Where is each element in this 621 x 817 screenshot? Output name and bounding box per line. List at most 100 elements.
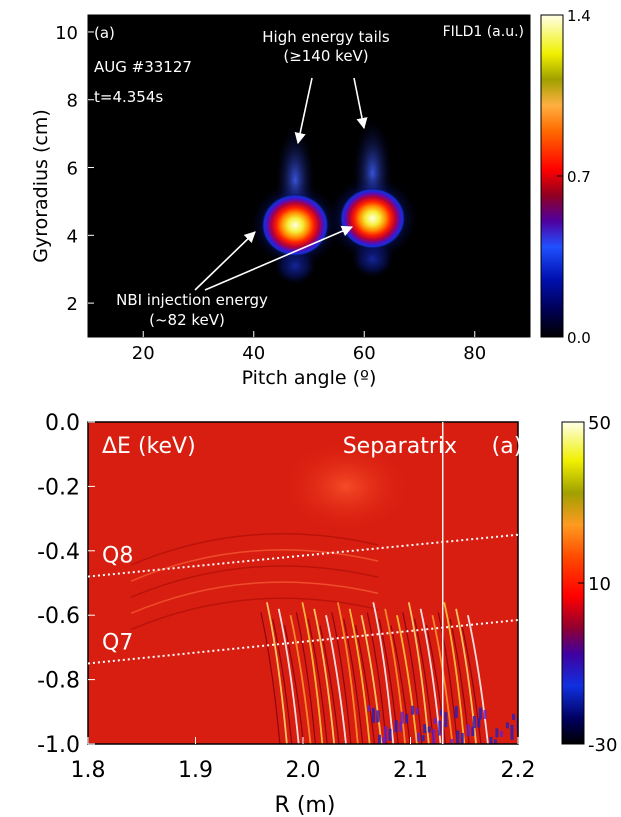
- q-lines: Q8 Q7: [87, 533, 519, 665]
- wave-arc: [384, 608, 407, 744]
- wave-arc: [325, 615, 347, 744]
- speckle: [372, 707, 376, 723]
- speckle: [388, 728, 392, 741]
- bottom-y-tick-label: 0.0: [45, 411, 80, 436]
- speckle: [510, 724, 514, 740]
- speckle: [499, 730, 503, 737]
- top-heatmap-layer: [249, 118, 419, 286]
- wave-arc: [407, 602, 430, 744]
- wave-arc: [372, 602, 395, 744]
- top-y-axis-label: Gyroradius (cm): [30, 109, 52, 263]
- speckle: [411, 705, 415, 715]
- speckle: [439, 709, 443, 716]
- wave-arc: [289, 615, 312, 744]
- speckle: [478, 707, 482, 720]
- top-y-tick-label: 6: [67, 159, 78, 180]
- wave-arc-dark: [437, 612, 458, 744]
- bottom-panel-label: (a): [492, 434, 523, 459]
- nbi-arrow-2: [204, 225, 354, 291]
- q-line-label-q7: Q7: [102, 631, 133, 656]
- speckle: [493, 739, 497, 744]
- speckle: [384, 726, 388, 742]
- bottom-colorbar-tick-label: 10: [588, 574, 611, 595]
- top-y-tick-label: 2: [67, 294, 78, 315]
- speckle: [456, 730, 460, 744]
- wave-curve: [130, 565, 379, 598]
- time-label: t=4.354s: [94, 88, 163, 106]
- top-y-tick-label: 4: [67, 226, 78, 247]
- top-x-tick-label: 80: [463, 343, 486, 364]
- speckle: [460, 732, 464, 744]
- speckle: [376, 710, 380, 723]
- bottom-title: ΔE (keV): [102, 434, 196, 459]
- spot-1: [261, 193, 330, 257]
- wave-arc-dark: [272, 618, 293, 744]
- shot-label: AUG #33127: [94, 58, 192, 76]
- nbi-arrow-1: [194, 231, 256, 291]
- wave-arc: [467, 615, 489, 744]
- speckle: [405, 714, 409, 724]
- wave-arc: [360, 615, 383, 744]
- speckle: [438, 720, 442, 736]
- bottom-y-tick-label: -0.8: [37, 669, 80, 694]
- speckle: [400, 711, 404, 724]
- separatrix-label: Separatrix: [343, 434, 457, 459]
- bottom-colorbar-tick-label: 50: [588, 413, 611, 434]
- wave-arc: [348, 608, 371, 744]
- tails-arrow-1: [294, 77, 313, 145]
- speckle: [382, 737, 386, 744]
- wave-curve: [130, 549, 379, 582]
- speckle: [454, 706, 458, 719]
- speckle: [505, 722, 509, 729]
- wave-arc: [443, 602, 466, 744]
- top-y-tick-label: 8: [67, 91, 78, 112]
- bottom-colorbar-tick-label: -30: [588, 735, 617, 756]
- speckle: [417, 732, 421, 742]
- wave-arc-dark: [307, 618, 328, 744]
- wave-arc: [336, 602, 359, 744]
- speckle: [483, 709, 487, 719]
- bottom-panel: ΔE (keV) Separatrix (a) Q8 Q7 1.8 1.9 2.0 2.…: [37, 411, 617, 817]
- speckle: [427, 726, 431, 733]
- speckle: [489, 736, 493, 744]
- wave-arc-dark: [402, 612, 423, 744]
- wave-arc-dark: [331, 612, 352, 744]
- wave-arc-dark: [461, 625, 482, 744]
- bottom-y-tick-label: -0.4: [37, 540, 80, 565]
- speckle: [367, 705, 371, 712]
- top-panel-label: (a): [94, 24, 115, 42]
- bottom-x-tick-label: 1.9: [178, 758, 213, 783]
- speckle: [423, 724, 427, 734]
- bottom-x-tick-label: 2.1: [393, 758, 428, 783]
- top-x-ticks: 20 40 60 80: [132, 331, 486, 364]
- wave-arc: [265, 602, 288, 744]
- top-colorbar-tick-label: 0.7: [567, 168, 591, 186]
- bottom-x-tick-label: 2.2: [501, 758, 536, 783]
- speckle: [378, 734, 382, 744]
- top-x-axis-label: Pitch angle (º): [242, 367, 377, 389]
- speckle: [471, 726, 475, 736]
- top-colorbar-tick-label: 1.4: [567, 7, 591, 25]
- bottom-y-tick-label: -0.6: [37, 604, 80, 629]
- top-panel: (a) AUG #33127 t=4.354s High energy tail…: [30, 7, 591, 389]
- bottom-colorbar-ticks: -30 10 50: [578, 413, 617, 756]
- speckle: [394, 720, 398, 733]
- speckle: [433, 718, 437, 725]
- spot-2: [339, 187, 406, 250]
- top-colorbar-tick-label: 0.0: [567, 329, 591, 347]
- q-line-q8: [87, 533, 519, 578]
- speckle: [495, 728, 499, 738]
- hot-region: [276, 436, 416, 537]
- tails-arrow-2: [353, 77, 368, 130]
- speckle: [472, 715, 476, 728]
- nbi-label-line1: NBI injection energy: [116, 291, 268, 309]
- wave-arc-dark: [319, 625, 340, 744]
- bottom-heatmap-layer: [130, 436, 518, 744]
- speckle: [415, 708, 419, 715]
- top-colorbar-ticks: 0.0 0.7 1.4: [557, 7, 591, 347]
- wave-curve: [130, 533, 379, 566]
- q-line-q7: [87, 619, 519, 665]
- wave-arc-dark: [390, 625, 411, 744]
- bottom-y-tick-label: -0.2: [37, 475, 80, 500]
